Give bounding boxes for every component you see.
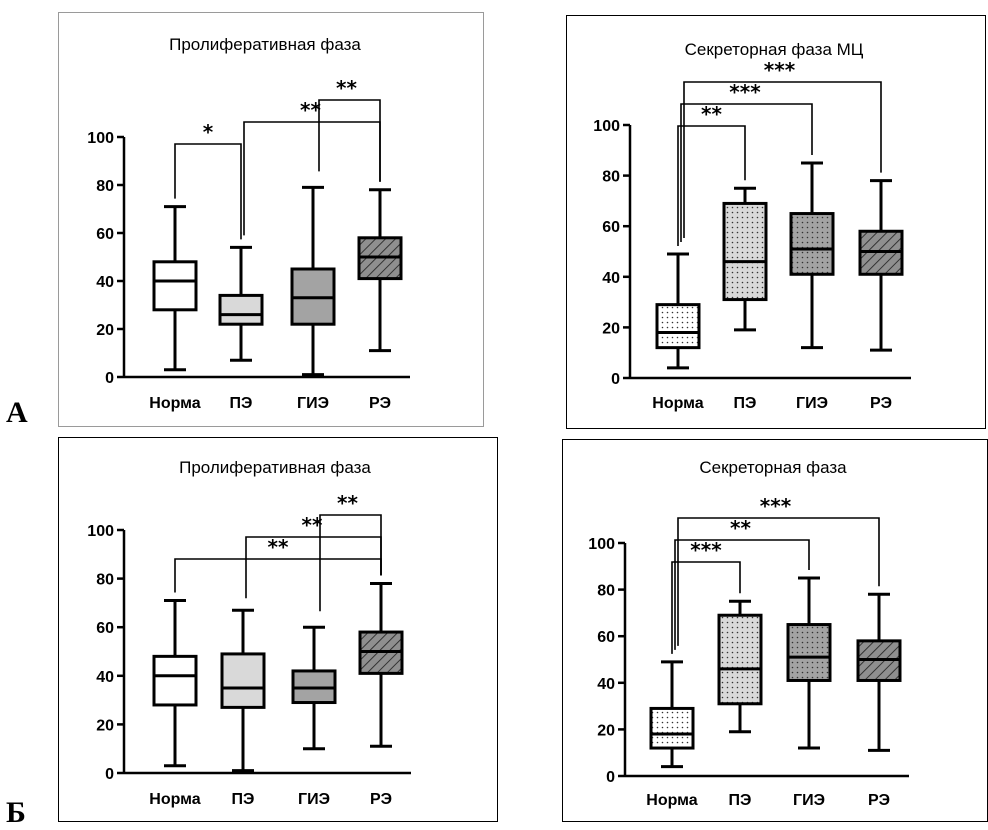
chart3-title: Пролиферативная фаза xyxy=(179,458,371,477)
chart1-category-label-1: Норма xyxy=(149,395,201,412)
chart4-box-1-pattern xyxy=(651,708,693,749)
chart3-category-label-4: РЭ xyxy=(370,791,392,808)
chart2-category-label-4: РЭ xyxy=(870,395,892,412)
chart2-y-tick-label-60: 60 xyxy=(602,219,620,236)
chart2-box-2-pattern xyxy=(724,203,766,300)
chart3-y-tick-label-80: 80 xyxy=(96,572,114,589)
chart4-y-tick-label-100: 100 xyxy=(588,536,615,553)
chart2-category-label-3: ГИЭ xyxy=(796,395,828,412)
chart4-category-label-3: ГИЭ xyxy=(793,792,825,809)
chart3-y-tick-label-0: 0 xyxy=(105,766,114,783)
chart1-box-1-outline xyxy=(152,260,198,312)
chart4-significance-label-1: *** xyxy=(690,538,722,562)
chart4-box-3-pattern xyxy=(788,624,830,681)
chart3-box-1-outline xyxy=(152,654,198,707)
chart4-y-tick-label-40: 40 xyxy=(597,676,615,693)
chart3-significance-label-1: ** xyxy=(268,535,289,559)
panel-a-left-frame xyxy=(58,12,484,427)
chart3-box-2-fill xyxy=(222,653,264,708)
chart2-bracket-3 xyxy=(683,81,882,239)
chart4-category-label-1: Норма xyxy=(646,792,698,809)
chart4-y-tick-label-20: 20 xyxy=(597,722,615,739)
chart3-category-label-2: ПЭ xyxy=(232,791,255,808)
chart3-bracket-2 xyxy=(245,536,382,599)
chart2-y-tick-label-100: 100 xyxy=(593,118,620,135)
chart2-bracket-1 xyxy=(677,125,746,247)
chart2-box-3-outline xyxy=(789,212,835,276)
chart1-significance-label-1: * xyxy=(203,120,214,144)
chart3-box-2-outline xyxy=(220,652,266,709)
chart2-box-3-pattern xyxy=(791,213,833,275)
chart4-box-2-outline xyxy=(717,613,763,706)
chart3-significance-label-2: ** xyxy=(302,513,323,537)
chart4-y-tick-label-80: 80 xyxy=(597,583,615,600)
chart4-significance-label-3: *** xyxy=(760,494,792,518)
chart1-y-tick-label-40: 40 xyxy=(96,274,114,291)
chart2-y-tick-label-40: 40 xyxy=(602,270,620,287)
chart3-y-tick-label-100: 100 xyxy=(87,523,114,540)
chart2-category-label-2: ПЭ xyxy=(734,395,757,412)
chart1-bracket-3 xyxy=(318,99,381,182)
chart3-category-label-1: Норма xyxy=(149,791,201,808)
chart2-title: Секреторная фаза МЦ xyxy=(685,40,864,59)
chart1-significance-label-3: ** xyxy=(336,76,357,100)
chart4-box-1-outline xyxy=(649,706,695,750)
chart4-y-tick-label-60: 60 xyxy=(597,629,615,646)
chart2-y-tick-label-80: 80 xyxy=(602,169,620,186)
chart2-box-1-outline xyxy=(655,303,701,350)
chart2-category-label-1: Норма xyxy=(652,395,704,412)
chart2-box-1-pattern xyxy=(657,304,699,348)
panel-a-right-frame xyxy=(566,15,986,429)
chart1-y-tick-label-80: 80 xyxy=(96,178,114,195)
chart4-y-tick-label-0: 0 xyxy=(606,769,615,786)
chart1-y-tick-label-0: 0 xyxy=(105,370,114,387)
chart4-box-2-pattern xyxy=(719,615,761,704)
chart4-bracket-3 xyxy=(677,517,880,646)
chart3-y-tick-label-40: 40 xyxy=(96,669,114,686)
chart1-y-tick-label-100: 100 xyxy=(87,130,114,147)
chart1-category-label-4: РЭ xyxy=(369,395,391,412)
chart2-significance-label-1: ** xyxy=(701,102,722,126)
chart2-y-tick-label-20: 20 xyxy=(602,320,620,337)
chart3-box-1-fill xyxy=(154,656,196,705)
chart2-bracket-2 xyxy=(680,103,813,243)
chart2-box-2-outline xyxy=(722,201,768,302)
chart1-bracket-1 xyxy=(174,143,242,240)
chart1-box-1-fill xyxy=(154,261,196,310)
chart1-box-2-outline xyxy=(218,293,264,326)
chart4-category-label-2: ПЭ xyxy=(729,792,752,809)
panel-letter-b: Б xyxy=(6,796,26,829)
chart2-significance-label-2: *** xyxy=(729,80,761,104)
chart3-bracket-1 xyxy=(174,558,382,593)
chart1-title: Пролиферативная фаза xyxy=(169,35,361,54)
chart1-y-tick-label-20: 20 xyxy=(96,322,114,339)
chart3-category-label-3: ГИЭ xyxy=(298,791,330,808)
chart3-significance-label-3: ** xyxy=(337,491,358,515)
chart3-y-tick-label-20: 20 xyxy=(96,717,114,734)
chart4-box-3-outline xyxy=(786,623,832,682)
chart2-y-tick-label-0: 0 xyxy=(611,371,620,388)
chart4-category-label-4: РЭ xyxy=(868,792,890,809)
chart1-box-2-fill xyxy=(220,295,262,325)
chart2-significance-label-3: *** xyxy=(764,58,796,82)
chart4-title: Секреторная фаза xyxy=(699,458,847,477)
chart4-bracket-1 xyxy=(671,561,741,654)
chart4-bracket-2 xyxy=(674,539,810,650)
chart4-significance-label-2: ** xyxy=(730,516,751,540)
chart1-category-label-3: ГИЭ xyxy=(297,395,329,412)
panel-letter-a: А xyxy=(6,396,28,429)
panel-b-right-frame xyxy=(562,439,988,822)
chart1-significance-label-2: ** xyxy=(300,98,321,122)
chart3-y-tick-label-60: 60 xyxy=(96,620,114,637)
chart3-bracket-3 xyxy=(319,514,382,612)
chart1-y-tick-label-60: 60 xyxy=(96,226,114,243)
chart1-category-label-2: ПЭ xyxy=(230,395,253,412)
